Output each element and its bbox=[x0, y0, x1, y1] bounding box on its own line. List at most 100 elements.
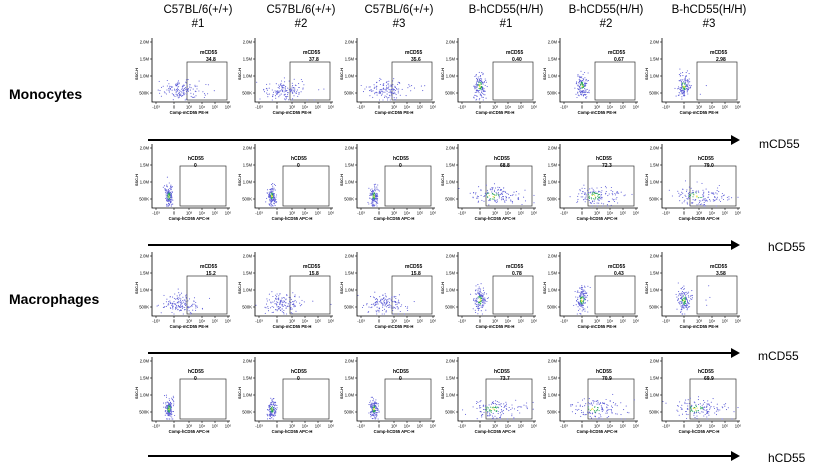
event-dot bbox=[582, 413, 584, 415]
plot-axes bbox=[356, 38, 435, 103]
y-tick-label: 1.0M bbox=[345, 393, 355, 398]
event-dot bbox=[495, 405, 497, 407]
event-dot bbox=[170, 205, 172, 207]
event-dot bbox=[701, 411, 703, 413]
event-dot bbox=[175, 298, 177, 300]
event-dot bbox=[677, 299, 679, 301]
event-dot bbox=[409, 85, 411, 87]
event-dot bbox=[581, 193, 583, 195]
x-tick-label: -10³ bbox=[152, 211, 160, 216]
event-dot bbox=[279, 301, 281, 303]
event-dot bbox=[166, 190, 168, 192]
event-dot bbox=[480, 91, 483, 93]
event-dot bbox=[582, 297, 584, 299]
event-dot bbox=[268, 414, 270, 416]
event-dot bbox=[282, 84, 284, 86]
event-dot bbox=[166, 205, 168, 207]
x-tick-label: -10³ bbox=[662, 211, 670, 216]
event-dot bbox=[585, 194, 587, 196]
event-dot bbox=[586, 96, 588, 98]
event-dot bbox=[158, 80, 160, 82]
event-dot bbox=[289, 302, 291, 304]
event-dot bbox=[376, 85, 378, 87]
event-dot bbox=[177, 288, 179, 290]
event-dot bbox=[606, 417, 608, 419]
event-dot bbox=[612, 194, 614, 196]
event-dot bbox=[272, 401, 274, 403]
event-dot bbox=[605, 190, 607, 193]
y-tick-label: 1.0M bbox=[446, 74, 456, 79]
x-tick-label: 10⁴ bbox=[199, 211, 206, 216]
event-dot bbox=[582, 305, 584, 307]
x-axis-label: Comp-hCD55 APC-H bbox=[169, 216, 210, 221]
event-dot bbox=[687, 302, 689, 304]
event-dot bbox=[480, 288, 482, 290]
event-dot bbox=[371, 204, 373, 207]
event-dot bbox=[683, 299, 685, 301]
axis-arrow bbox=[148, 451, 740, 461]
event-dot bbox=[292, 98, 294, 100]
event-dot bbox=[489, 410, 491, 412]
column-header-2: C57BL/6(+/+) #2 bbox=[256, 3, 346, 31]
event-dot bbox=[175, 93, 177, 95]
y-axis-label: SSC-H bbox=[135, 174, 139, 186]
event-dot bbox=[266, 409, 269, 411]
event-dot bbox=[598, 196, 600, 198]
event-dot bbox=[480, 298, 482, 300]
event-dot bbox=[288, 89, 290, 91]
event-dot bbox=[373, 87, 375, 90]
event-dot bbox=[269, 196, 271, 198]
event-dot bbox=[508, 406, 510, 409]
event-dot bbox=[579, 190, 581, 192]
event-dot bbox=[372, 410, 374, 412]
event-dot bbox=[171, 410, 173, 413]
event-dot bbox=[680, 79, 682, 82]
x-axis-label: Comp-mCD55 PE-H bbox=[680, 110, 719, 115]
x-tick-label: -10³ bbox=[560, 211, 568, 216]
event-dot bbox=[596, 202, 598, 204]
y-axis-label: SSC-H bbox=[645, 68, 649, 80]
x-tick-label: 10⁶ bbox=[225, 211, 232, 216]
event-dot bbox=[681, 96, 683, 98]
event-dot bbox=[476, 84, 478, 86]
event-dot bbox=[271, 305, 273, 308]
event-dot bbox=[185, 297, 187, 299]
y-tick-label: 500K bbox=[242, 91, 252, 96]
event-dot bbox=[270, 406, 273, 409]
event-dot bbox=[373, 297, 375, 299]
genotype-label: C57BL/6(+/+) bbox=[163, 4, 233, 16]
event-dots bbox=[255, 291, 332, 315]
event-dot bbox=[187, 79, 189, 81]
event-dot bbox=[681, 202, 683, 204]
event-dot bbox=[377, 309, 379, 311]
event-dot bbox=[590, 202, 593, 204]
genotype-label: B-hCD55(H/H) bbox=[671, 4, 747, 16]
event-dot bbox=[255, 304, 257, 306]
event-dot bbox=[717, 410, 719, 412]
event-dot bbox=[600, 186, 602, 189]
event-dot bbox=[737, 196, 739, 198]
event-dot bbox=[382, 91, 384, 93]
y-axis-label: SSC-H bbox=[340, 282, 344, 294]
event-dot bbox=[181, 307, 183, 310]
event-dot bbox=[685, 410, 687, 413]
event-dot bbox=[186, 85, 188, 87]
y-tick-label: 2.0M bbox=[243, 359, 253, 364]
event-dot bbox=[680, 90, 682, 92]
event-dot bbox=[283, 313, 285, 315]
column-header-6: B-hCD55(H/H) #3 bbox=[664, 3, 754, 31]
event-dot bbox=[266, 189, 269, 191]
event-dot bbox=[497, 188, 499, 190]
event-dot bbox=[679, 194, 681, 196]
event-dot bbox=[371, 198, 373, 200]
event-dot bbox=[577, 290, 579, 292]
event-dot bbox=[687, 408, 689, 411]
event-dot bbox=[533, 194, 535, 196]
y-tick-label: 2.0M bbox=[446, 40, 456, 45]
event-dot bbox=[695, 196, 697, 198]
event-dot bbox=[474, 94, 476, 97]
event-dot bbox=[268, 406, 270, 408]
event-dot bbox=[375, 192, 377, 194]
event-dot bbox=[480, 294, 482, 296]
gate-value: 15.2 bbox=[206, 271, 216, 277]
